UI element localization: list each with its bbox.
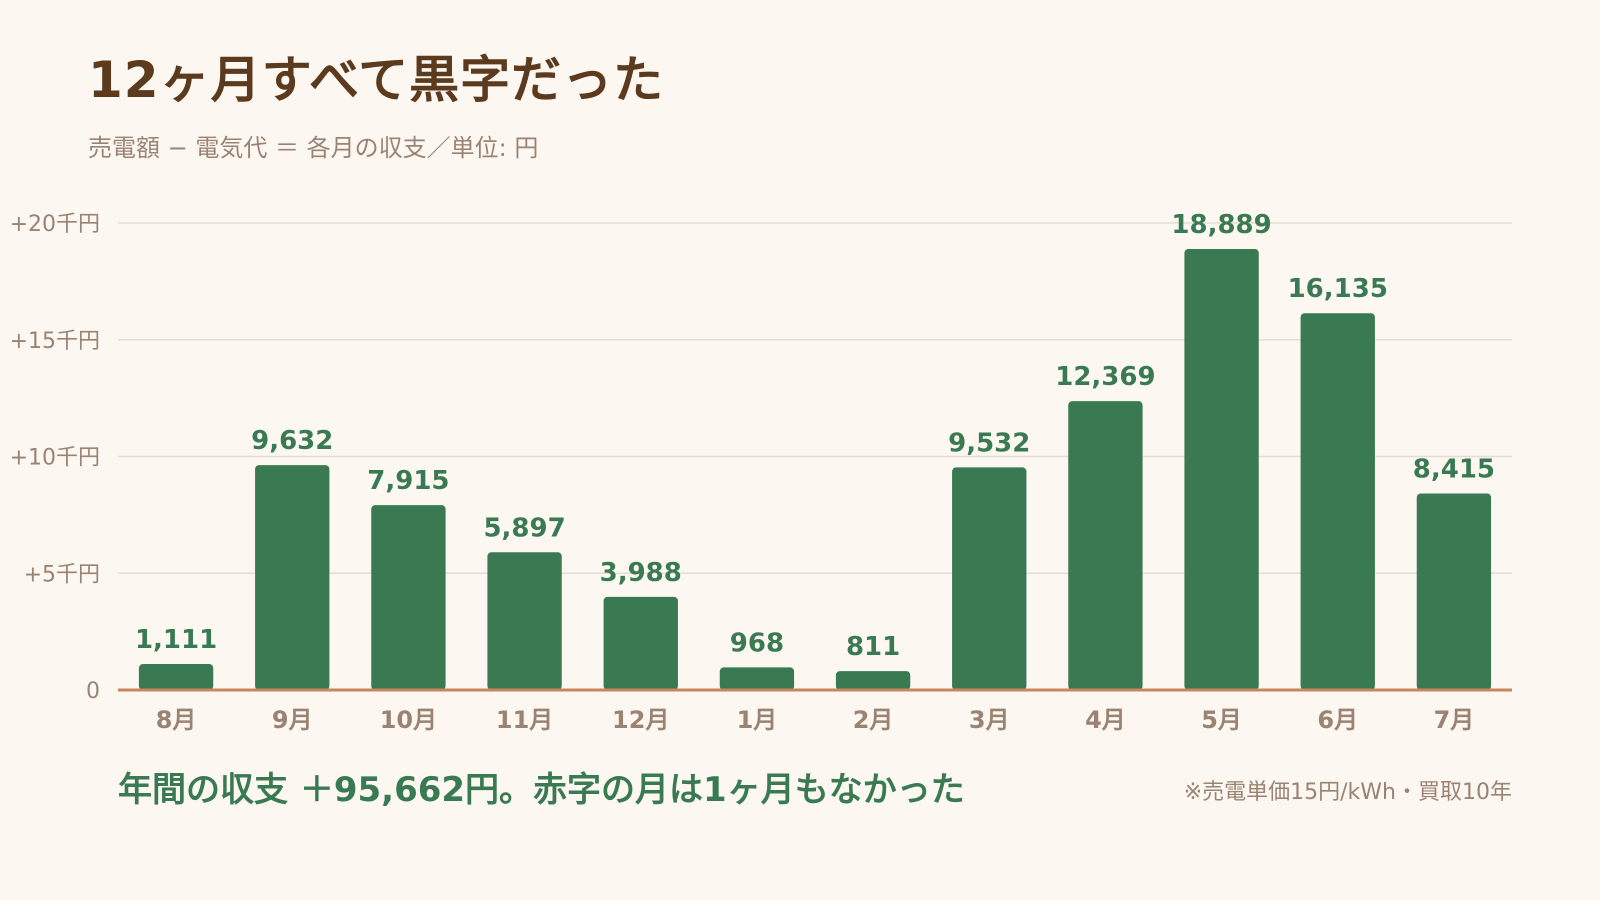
x-tick-label: 4月 [1085,706,1126,734]
bar-value-label: 9,532 [948,428,1030,458]
bar-value-label: 7,915 [367,466,449,496]
y-tick-label: +5千円 [24,562,100,587]
x-tick-label: 3月 [969,706,1010,734]
y-axis-ticks: 0 +5千円 +10千円 +15千円 +20千円 [10,212,100,704]
monthly-balance-bar-chart: 0 +5千円 +10千円 +15千円 +20千円 1,111 9,632 7,915 5,89… [10,210,1512,734]
bar [138,664,214,690]
bar [1068,401,1143,690]
y-tick-label: 0 [86,679,100,704]
bar [719,667,795,690]
y-tick-label: +15千円 [10,329,100,354]
x-tick-label: 6月 [1317,706,1358,734]
x-tick-label: 9月 [272,706,313,734]
bar [1416,493,1492,690]
gridlines [118,222,1512,574]
bar-value-label: 16,135 [1288,274,1388,304]
bar [255,465,330,690]
chart-title: 12ヶ月すべて黒字だった [88,51,665,109]
annual-summary: 年間の収支 ＋95,662円。赤字の月は1ヶ月もなかった [118,770,965,810]
bar-value-label: 9,632 [251,426,333,456]
bar [371,505,446,690]
x-axis-ticks: 8月 9月 10月 11月 12月 1月 2月 3月 4月 5月 6月 7月 [156,706,1475,734]
bar-value-label: 5,897 [483,513,565,543]
bar-value-label: 811 [846,632,900,662]
bar [1184,248,1259,691]
bar-value-label: 3,988 [600,558,682,588]
bar [487,552,562,690]
x-tick-label: 2月 [853,706,894,734]
bar-value-label: 18,889 [1171,210,1271,240]
bar [952,467,1027,690]
y-tick-label: +20千円 [10,212,100,237]
y-tick-label: +10千円 [10,446,100,471]
value-labels: 1,111 9,632 7,915 5,897 3,988 968 811 9,532 12,3… [135,210,1495,662]
bar-value-label: 1,111 [135,625,217,655]
bar [1300,313,1375,690]
x-tick-label: 1月 [737,706,778,734]
bar [835,671,911,690]
bar-value-label: 8,415 [1413,455,1495,485]
x-tick-label: 8月 [156,706,197,734]
bars [138,248,1492,691]
bar [603,596,678,690]
chart-subtitle: 売電額 − 電気代 ＝ 各月の収支／単位: 円 [88,134,539,162]
x-tick-label: 12月 [612,706,669,734]
x-tick-label: 10月 [380,706,437,734]
x-tick-label: 11月 [496,706,553,734]
bar-value-label: 12,369 [1055,362,1155,392]
bar-value-label: 968 [730,628,784,658]
footnote: ※売電単価15円/kWh・買取10年 [1183,780,1512,805]
x-tick-label: 5月 [1201,706,1242,734]
x-tick-label: 7月 [1434,706,1475,734]
